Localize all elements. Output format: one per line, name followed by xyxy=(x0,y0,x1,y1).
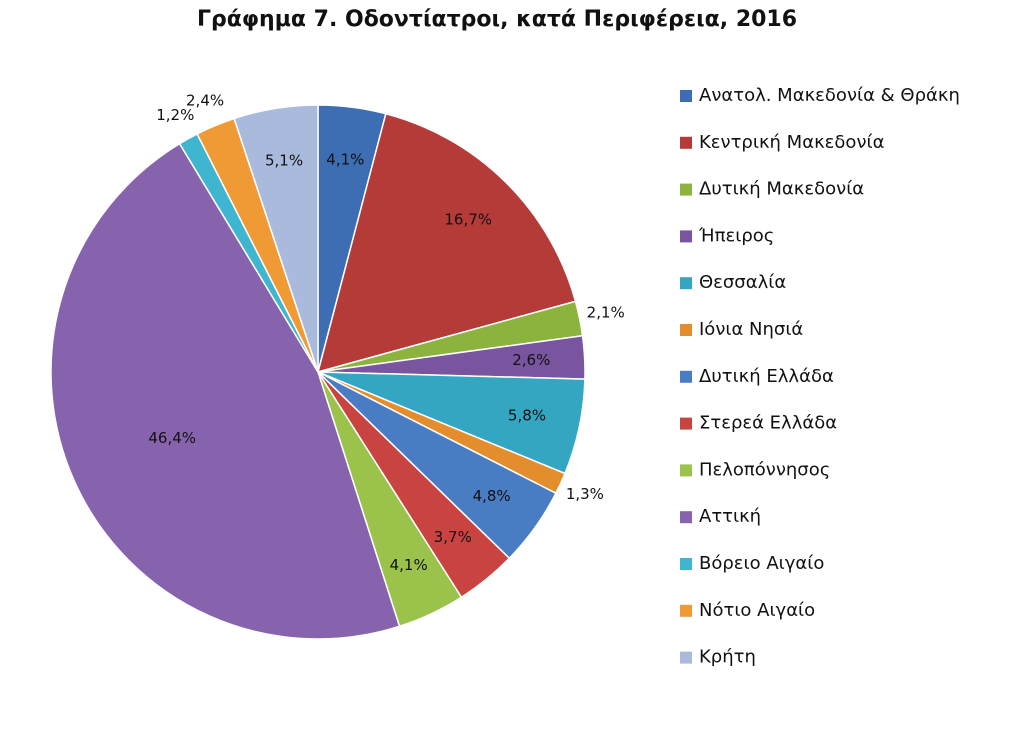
data-label: 2,1% xyxy=(587,304,625,322)
legend-label: Κρήτη xyxy=(699,647,756,668)
data-label: 16,7% xyxy=(444,211,492,229)
legend-label: Θεσσαλία xyxy=(699,272,786,293)
legend-swatch xyxy=(680,511,692,524)
pie-slice xyxy=(233,104,319,373)
chart-title: Γράφημα 7. Οδοντίατροι, κατά Περιφέρεια,… xyxy=(197,7,797,32)
legend-label: Δυτική Μακεδονία xyxy=(699,179,864,200)
legend-swatch xyxy=(680,558,692,570)
legend-swatch xyxy=(680,604,692,617)
legend-label: Βόρειο Αιγαίο xyxy=(699,553,824,574)
legend-label: Πελοπόννησος xyxy=(699,459,830,480)
legend-swatch xyxy=(680,230,692,243)
data-label: 3,7% xyxy=(434,528,472,546)
legend-swatch xyxy=(680,651,692,664)
data-label: 4,1% xyxy=(326,151,364,169)
data-label: 5,8% xyxy=(508,407,546,425)
legend-swatch xyxy=(680,324,692,336)
legend-label: Ανατολ. Μακεδονία & Θράκη xyxy=(699,85,960,106)
legend-swatch xyxy=(680,277,692,290)
legend-label: Αττική xyxy=(699,506,761,527)
data-label: 2,4% xyxy=(186,91,224,109)
legend-label: Κεντρική Μακεδονία xyxy=(699,132,884,153)
legend-swatch xyxy=(680,183,692,196)
data-label: 46,4% xyxy=(148,429,196,447)
legend-label: Νότιο Αιγαίο xyxy=(699,600,815,621)
legend-label: Στερεά Ελλάδα xyxy=(699,413,837,434)
data-label: 4,1% xyxy=(390,556,428,574)
pie-slice xyxy=(316,112,577,374)
legend-label: Ιόνια Νησιά xyxy=(699,319,803,340)
data-label: 4,8% xyxy=(473,487,511,505)
data-label: 1,2% xyxy=(156,106,194,124)
legend-label: Δυτική Ελλάδα xyxy=(699,366,834,387)
legend-swatch xyxy=(680,136,692,149)
data-label: 2,6% xyxy=(512,351,550,369)
legend-swatch xyxy=(680,370,692,383)
data-label: 1,3% xyxy=(566,485,604,503)
legend-swatch xyxy=(680,90,692,102)
pie-slice xyxy=(50,142,401,640)
legend-swatch xyxy=(680,417,692,430)
legend-swatch xyxy=(680,464,692,477)
data-label: 5,1% xyxy=(265,152,303,170)
legend-label: Ήπειρος xyxy=(698,225,774,246)
